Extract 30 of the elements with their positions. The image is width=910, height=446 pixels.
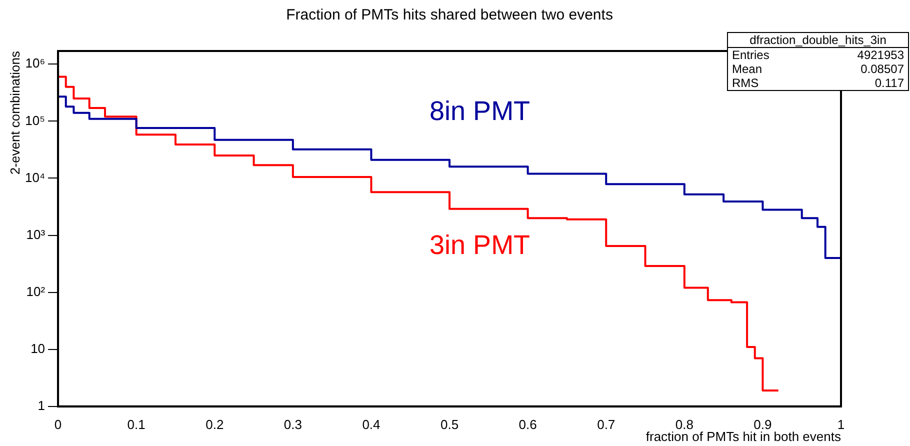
y-tick-label: 1 xyxy=(38,398,46,413)
annotation: Entries xyxy=(732,48,770,62)
annotation: RMS xyxy=(732,76,759,90)
y-axis-title: 2-event combinations xyxy=(8,50,23,175)
text: 0.117 xyxy=(874,76,904,90)
text: 4921953 xyxy=(857,48,904,62)
x-tick-label: 0.4 xyxy=(362,416,380,432)
y-tick-label: 10 xyxy=(30,340,46,356)
x-tick-label: 0.8 xyxy=(675,416,694,432)
y-tick-label: 10³ xyxy=(26,226,46,242)
x-tick-label: 0.5 xyxy=(440,416,459,432)
x-tick-label: 0.6 xyxy=(518,416,537,432)
x-tick-label: 0.3 xyxy=(284,416,302,432)
chart-title: Fraction of PMTs hits shared between two events xyxy=(286,6,613,24)
y-tick-label: 10² xyxy=(26,284,46,299)
series-label: 8in PMT xyxy=(430,96,530,126)
annotation: Mean xyxy=(732,62,762,76)
text: dfraction_double_hits_3in xyxy=(728,33,908,48)
x-axis-title: fraction of PMTs hit in both events xyxy=(646,429,842,444)
x-tick-label: 0.2 xyxy=(206,416,224,432)
y-tick-label: 10⁵ xyxy=(25,112,46,128)
x-tick-label: 1 xyxy=(837,416,845,432)
x-tick-label: 0.9 xyxy=(754,416,772,432)
series-label: 3in PMT xyxy=(430,230,530,260)
x-tick-label: 0 xyxy=(54,416,62,432)
x-tick-label: 0.1 xyxy=(127,416,146,432)
x-tick-label: 0.7 xyxy=(597,416,616,432)
y-tick-label: 10⁴ xyxy=(25,170,46,185)
y-tick-label: 10⁶ xyxy=(25,56,46,71)
text: 0.08507 xyxy=(860,62,904,76)
